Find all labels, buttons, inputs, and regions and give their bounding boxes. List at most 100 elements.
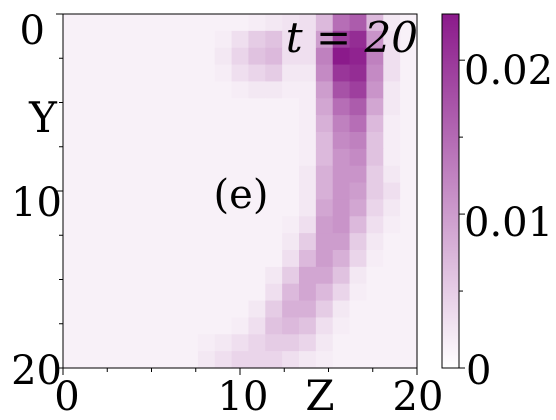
- heatmap-cell-r18-c3: [113, 317, 132, 335]
- heatmap-cell-r19-c12: [265, 334, 283, 352]
- heatmap-cell-r16-c10: [231, 283, 250, 302]
- heatmap-cell-r14-c17: [349, 250, 368, 268]
- heatmap-cell-r12-c19: [383, 216, 401, 234]
- heatmap-cell-r11-c19: [383, 199, 401, 217]
- heatmap-cell-r7-c8: [197, 132, 216, 150]
- heatmap-cell-r20-c19: [383, 351, 401, 369]
- heatmap-cell-r10-c17: [349, 182, 368, 201]
- heatmap-cell-r20-c12: [265, 351, 283, 369]
- heatmap-cell-r20-c13: [282, 351, 300, 369]
- heatmap-cell-r7-c10: [231, 132, 250, 150]
- heatmap-cell-r16-c5: [147, 283, 165, 302]
- heatmap-cell-r7-c11: [248, 132, 266, 150]
- heatmap-cell-r4-c15: [315, 81, 334, 99]
- heatmap-cell-r4-c18: [366, 81, 384, 99]
- heatmap-cell-r9-c13: [282, 165, 300, 184]
- heatmap-cell-r3-c2: [96, 64, 115, 83]
- heatmap-cell-r3-c1: [79, 64, 98, 83]
- heatmap-cell-r19-c6: [164, 334, 182, 352]
- heatmap-cell-r19-c11: [248, 334, 266, 352]
- heatmap-cell-r7-c20: [400, 132, 418, 150]
- heatmap-cell-r15-c15: [315, 266, 334, 285]
- heatmap-cell-r18-c5: [147, 317, 165, 335]
- heatmap-cell-r14-c6: [164, 250, 182, 268]
- heatmap-cell-r3-c7: [181, 64, 199, 83]
- heatmap-cell-r5-c3: [113, 98, 132, 116]
- heatmap-cell-r12-c1: [79, 216, 98, 234]
- heatmap-cell-r2-c5: [147, 47, 165, 66]
- heatmap-cell-r13-c14: [299, 233, 317, 251]
- heatmap-cell-r3-c8: [197, 64, 216, 83]
- heatmap-cell-r8-c9: [214, 148, 233, 167]
- heatmap-cell-r7-c3: [113, 132, 132, 150]
- heatmap-cell-r4-c14: [299, 81, 317, 99]
- heatmap-cell-r5-c5: [147, 98, 165, 116]
- heatmap-cell-r8-c11: [248, 148, 266, 167]
- heatmap-cell-r14-c11: [248, 250, 266, 268]
- heatmap-cell-r11-c16: [332, 199, 351, 217]
- heatmap-cell-r16-c16: [332, 283, 351, 302]
- heatmap-cell-r16-c13: [282, 283, 300, 302]
- y-tick-label-20: 20: [11, 348, 62, 394]
- heatmap-cell-r8-c18: [366, 148, 384, 167]
- heatmap-cell-r6-c17: [349, 115, 368, 133]
- heatmap-cell-r4-c13: [282, 81, 300, 99]
- heatmap-cell-r13-c18: [366, 233, 384, 251]
- heatmap-cell-r8-c5: [147, 148, 165, 167]
- heatmap-cell-r2-c13: [282, 47, 300, 66]
- heatmap-cell-r0-c20: [400, 14, 418, 32]
- heatmap-cell-r16-c15: [315, 283, 334, 302]
- heatmap-cell-r7-c14: [299, 132, 317, 150]
- x-tick-label-0: 0: [54, 374, 79, 420]
- heatmap-cell-r3-c17: [349, 64, 368, 83]
- heatmap-cell-r19-c0: [63, 334, 81, 352]
- heatmap-cell-r0-c13: [282, 14, 300, 32]
- heatmap-cell-r0-c12: [265, 14, 283, 32]
- heatmap-cell-r14-c0: [63, 250, 81, 268]
- heatmap-cell-r6-c2: [96, 115, 115, 133]
- heatmap-cell-r5-c17: [349, 98, 368, 116]
- heatmap-cell-r13-c16: [332, 233, 351, 251]
- heatmap-cell-r8-c17: [349, 148, 368, 167]
- heatmap-cell-r2-c7: [181, 47, 199, 66]
- heatmap-cell-r5-c7: [181, 98, 199, 116]
- heatmap-cell-r14-c13: [282, 250, 300, 268]
- heatmap-cell-r10-c15: [315, 182, 334, 201]
- heatmap-cell-r10-c3: [113, 182, 132, 201]
- heatmap-cell-r2-c17: [349, 47, 368, 66]
- heatmap-cell-r5-c14: [299, 98, 317, 116]
- heatmap-cell-r16-c7: [181, 283, 199, 302]
- heatmap-cell-r14-c4: [130, 250, 148, 268]
- heatmap-cell-r6-c0: [63, 115, 81, 133]
- heatmap-cell-r5-c10: [231, 98, 250, 116]
- heatmap-cell-r12-c4: [130, 216, 148, 234]
- heatmap-cell-r1-c14: [299, 30, 317, 49]
- heatmap-cell-r20-c3: [113, 351, 132, 369]
- heatmap-cell-r1-c5: [147, 30, 165, 49]
- heatmap-cell-r17-c14: [299, 300, 317, 319]
- heatmap-cell-r9-c19: [383, 165, 401, 184]
- heatmap-cell-r20-c8: [197, 351, 216, 369]
- heatmap-cell-r13-c1: [79, 233, 98, 251]
- heatmap-cell-r20-c11: [248, 351, 266, 369]
- heatmap-cell-r2-c6: [164, 47, 182, 66]
- heatmap-cell-r19-c4: [130, 334, 148, 352]
- heatmap-cell-r10-c8: [197, 182, 216, 201]
- heatmap-cell-r6-c16: [332, 115, 351, 133]
- heatmap-cell-r2-c19: [383, 47, 401, 66]
- heatmap-cell-r19-c8: [197, 334, 216, 352]
- heatmap-cell-r4-c8: [197, 81, 216, 99]
- heatmap-cell-r11-c12: [265, 199, 283, 217]
- heatmap-cell-r3-c18: [366, 64, 384, 83]
- heatmap-cell-r9-c20: [400, 165, 418, 184]
- y-tick-label-0: 0: [20, 8, 45, 54]
- heatmap-cell-r11-c9: [214, 199, 233, 217]
- heatmap-cell-r13-c0: [63, 233, 81, 251]
- heatmap-cell-r14-c14: [299, 250, 317, 268]
- heatmap-cell-r6-c3: [113, 115, 132, 133]
- heatmap-cell-r7-c18: [366, 132, 384, 150]
- heatmap-cell-r16-c17: [349, 283, 368, 302]
- heatmap-cell-r19-c20: [400, 334, 418, 352]
- heatmap-cell-r6-c20: [400, 115, 418, 133]
- heatmap-cell-r11-c4: [130, 199, 148, 217]
